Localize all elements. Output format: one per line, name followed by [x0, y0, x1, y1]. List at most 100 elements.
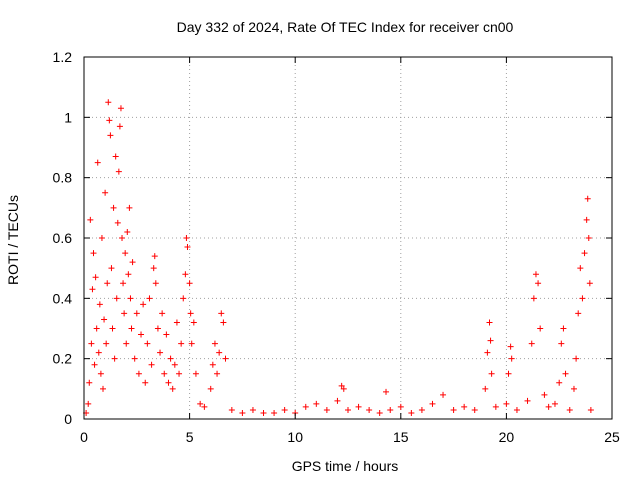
data-point [110, 204, 117, 211]
data-point [541, 391, 548, 398]
data-point [486, 319, 493, 326]
data-point [112, 153, 119, 160]
x-tick-label: 0 [80, 429, 88, 445]
data-point [123, 340, 130, 347]
data-point [397, 403, 404, 410]
data-point [528, 340, 535, 347]
data-point [151, 253, 158, 260]
x-tick-label: 20 [499, 429, 515, 445]
data-point [492, 403, 499, 410]
data-point [545, 403, 552, 410]
data-point [176, 370, 183, 377]
data-point [186, 280, 193, 287]
data-point [450, 406, 457, 413]
data-point [281, 406, 288, 413]
data-point [92, 274, 99, 281]
data-point [140, 301, 147, 308]
data-point [190, 319, 197, 326]
data-point [96, 301, 103, 308]
chart-title: Day 332 of 2024, Rate Of TEC Index for r… [177, 19, 514, 35]
data-point [387, 406, 394, 413]
data-point [535, 280, 542, 287]
data-point [101, 316, 108, 323]
data-point [173, 319, 180, 326]
data-point [119, 235, 126, 241]
data-point [120, 280, 127, 287]
data-point [581, 250, 588, 257]
data-point [121, 310, 128, 317]
data-point [220, 319, 227, 326]
data-point [146, 295, 153, 302]
data-points [83, 99, 594, 416]
data-point [585, 235, 592, 241]
data-point [573, 355, 580, 362]
data-point [228, 406, 235, 413]
grid [84, 57, 612, 419]
y-tick-label: 1 [64, 109, 72, 125]
data-point [209, 361, 216, 368]
data-point [128, 325, 135, 332]
data-point [507, 343, 514, 350]
data-point [183, 235, 190, 241]
data-point [211, 340, 218, 347]
data-point [584, 195, 591, 202]
data-point [383, 388, 390, 395]
x-tick-label: 15 [393, 429, 409, 445]
y-tick-label: 0.6 [53, 230, 73, 246]
data-point [142, 379, 149, 386]
data-point [187, 310, 194, 317]
data-point [157, 349, 164, 356]
data-point [125, 271, 132, 278]
data-point [152, 280, 159, 287]
data-point [113, 295, 120, 302]
data-point [169, 385, 176, 392]
y-tick-label: 0.4 [53, 290, 73, 306]
data-point [249, 406, 256, 413]
data-point [135, 370, 142, 377]
data-point [98, 235, 105, 241]
data-point [167, 355, 174, 362]
data-point [197, 400, 204, 407]
data-point [161, 370, 168, 377]
data-point [94, 159, 101, 166]
x-tick-label: 10 [287, 429, 303, 445]
data-point [440, 391, 447, 398]
y-tick-label: 0.2 [53, 351, 73, 367]
data-point [144, 340, 151, 347]
data-point [482, 385, 489, 392]
axis-ticks [83, 56, 613, 420]
data-point [104, 280, 111, 287]
data-point [180, 295, 187, 302]
data-point [340, 385, 347, 392]
data-point [107, 132, 114, 139]
y-tick-label: 0 [64, 411, 72, 427]
data-point [126, 204, 133, 211]
data-point [271, 409, 278, 416]
data-point [345, 406, 351, 413]
data-point [90, 250, 97, 257]
data-point [418, 406, 425, 413]
data-point [570, 385, 577, 392]
x-tick-label: 5 [186, 429, 194, 445]
data-point [260, 409, 267, 416]
data-point [471, 406, 478, 413]
data-point [577, 265, 584, 272]
data-point [108, 265, 115, 272]
data-point [556, 379, 563, 386]
data-point [163, 331, 170, 338]
data-point [91, 361, 98, 368]
data-point [566, 406, 573, 413]
data-point [100, 385, 107, 392]
data-point [302, 403, 309, 410]
data-point [150, 265, 157, 272]
data-point [106, 117, 113, 124]
data-point [138, 331, 145, 338]
y-tick-label: 1.2 [53, 49, 73, 65]
data-point [551, 400, 558, 407]
data-point [102, 189, 109, 196]
data-point [148, 361, 155, 368]
data-point [124, 228, 131, 235]
